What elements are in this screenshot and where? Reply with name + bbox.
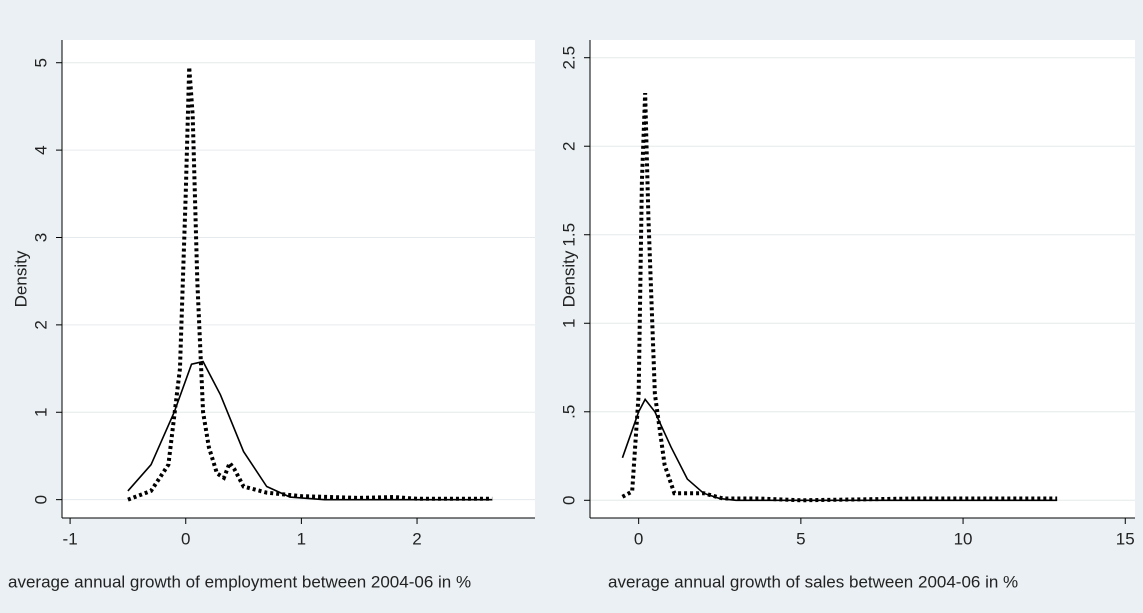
plot-area — [62, 40, 535, 518]
x-tick-label: 15 — [1116, 529, 1135, 548]
plot-area — [590, 40, 1135, 518]
density-line — [127, 66, 493, 502]
x-axis-label: average annual growth of sales between 2… — [608, 572, 1018, 591]
y-tick-label: 4 — [31, 145, 50, 154]
x-tick-label: 0 — [634, 529, 643, 548]
y-tick-label: 0 — [31, 495, 50, 504]
y-tick-label: 2 — [559, 141, 578, 150]
y-tick-label: 2.5 — [559, 46, 578, 70]
y-tick-label: 2 — [31, 320, 50, 329]
panel: 0 1 2 3 4 5 -1 0 1 2 Density average annual growth … — [8, 40, 535, 591]
panel: 0 .5 1 1.5 2 2.5 0 5 10 15 Density average annual g… — [559, 40, 1135, 591]
x-tick-label: 1 — [297, 529, 306, 548]
x-axis-label: average annual growth of employment betw… — [8, 572, 471, 591]
y-tick-label: 5 — [31, 58, 50, 67]
x-tick-label: 0 — [181, 529, 190, 548]
y-tick-label: 1.5 — [559, 223, 578, 247]
y-axis-label: Density — [559, 250, 578, 307]
x-tick-label: -1 — [63, 529, 78, 548]
y-tick-label: 1 — [31, 408, 50, 417]
y-tick-label: 3 — [31, 233, 50, 242]
x-tick-label: 2 — [412, 529, 421, 548]
x-tick-label: 10 — [954, 529, 973, 548]
density-line — [621, 93, 1058, 503]
y-tick-label: 0 — [559, 496, 578, 505]
y-axis-label: Density — [11, 250, 30, 307]
y-tick-label: 1 — [559, 319, 578, 328]
x-tick-label: 5 — [796, 529, 805, 548]
y-tick-label: .5 — [559, 405, 578, 419]
